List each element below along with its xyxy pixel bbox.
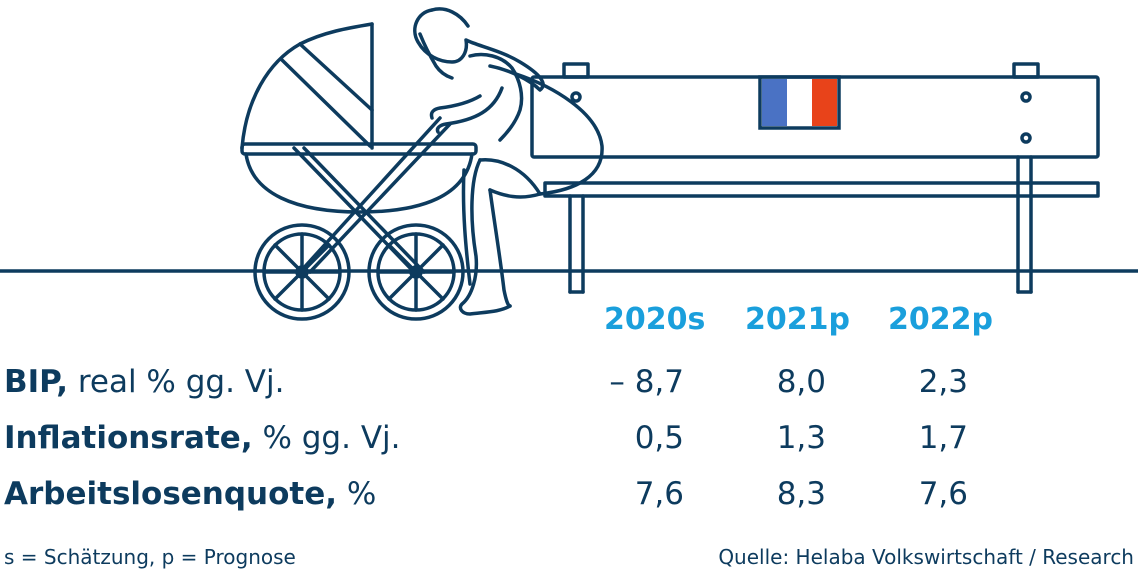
cell-bip-2022: 2,3 [918, 364, 968, 400]
woman-with-pram-illustration [0, 7, 1138, 321]
cell-inflation-2020: 0,5 [634, 420, 684, 456]
bench-illustration [530, 62, 1100, 294]
cell-bip-2021: 8,0 [776, 364, 826, 400]
column-header-2021: 2021p [745, 302, 850, 337]
french-flag-icon [758, 75, 841, 130]
footnote-legend: s = Schätzung, p = Prognose [4, 545, 296, 569]
pram-illustration [240, 22, 478, 321]
row-label-bip: BIP, real % gg. Vj. [4, 364, 285, 400]
wheel-right [367, 223, 465, 321]
row-label-unemployment: Arbeitslosenquote, % [4, 476, 377, 512]
cell-unemployment-2022: 7,6 [918, 476, 968, 512]
wheel-left [253, 223, 351, 321]
cell-bip-2020: – 8,7 [609, 364, 684, 400]
cell-unemployment-2020: 7,6 [634, 476, 684, 512]
cell-inflation-2021: 1,3 [776, 420, 826, 456]
column-header-2020: 2020s [604, 302, 706, 337]
row-label-inflation: Inflationsrate, % gg. Vj. [4, 420, 401, 456]
footnote-source: Quelle: Helaba Volkswirtschaft / Researc… [718, 545, 1134, 569]
cell-unemployment-2021: 8,3 [776, 476, 826, 512]
column-header-2022: 2022p [888, 302, 993, 337]
cell-inflation-2022: 1,7 [918, 420, 968, 456]
woman-figure [413, 7, 604, 316]
